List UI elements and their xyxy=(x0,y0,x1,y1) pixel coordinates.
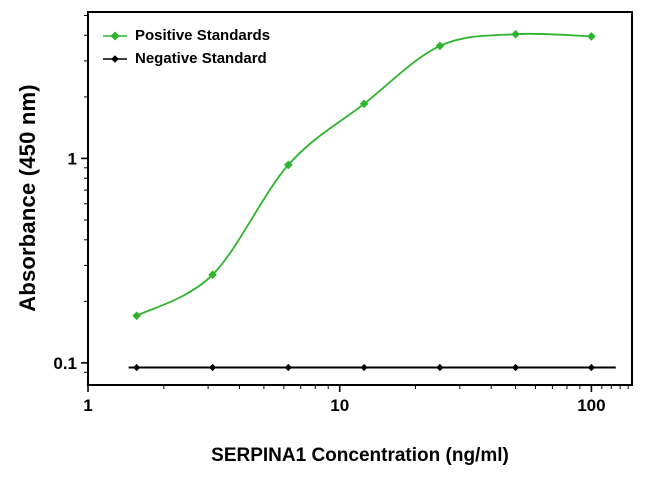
data-point-marker xyxy=(587,32,596,41)
series-negative-standard xyxy=(128,363,616,372)
data-point-marker xyxy=(512,363,520,372)
x-axis-label: SERPINA1 Concentration (ng/ml) xyxy=(211,445,509,466)
data-point-marker xyxy=(284,160,293,170)
data-point-marker xyxy=(209,363,217,372)
x-tick-label: 100 xyxy=(577,396,605,415)
positive-series-label: Positive Standards xyxy=(135,27,271,44)
data-point-marker xyxy=(436,363,444,372)
data-point-marker xyxy=(511,29,520,39)
data-point-marker xyxy=(587,363,595,372)
series-positive-standards xyxy=(132,29,596,321)
x-tick-label: 1 xyxy=(83,396,92,415)
x-tick-label: 10 xyxy=(330,396,349,415)
axis-ticks xyxy=(81,15,629,392)
data-point-marker xyxy=(132,311,141,321)
data-point-marker xyxy=(359,99,369,109)
y-axis-label: Absorbance (450 nm) xyxy=(15,84,40,312)
data-point-marker xyxy=(208,270,217,279)
positive-standards-curve xyxy=(136,32,592,317)
positive-series-marker-icon xyxy=(102,31,128,41)
data-point-marker xyxy=(133,363,141,372)
y-tick-label: 0.1 xyxy=(53,354,77,373)
data-point-marker xyxy=(284,363,292,372)
negative-series-marker-icon xyxy=(102,54,128,64)
legend-item-positive-standards: Positive Standards xyxy=(102,27,270,44)
plot-border xyxy=(87,11,633,386)
y-tick-label: 1 xyxy=(68,149,77,168)
legend: Positive Standards Negative Standard xyxy=(102,27,270,67)
data-point-marker xyxy=(435,41,445,51)
legend-item-negative-standard: Negative Standard xyxy=(102,50,270,67)
negative-series-label: Negative Standard xyxy=(135,50,267,67)
data-point-marker xyxy=(360,363,368,372)
